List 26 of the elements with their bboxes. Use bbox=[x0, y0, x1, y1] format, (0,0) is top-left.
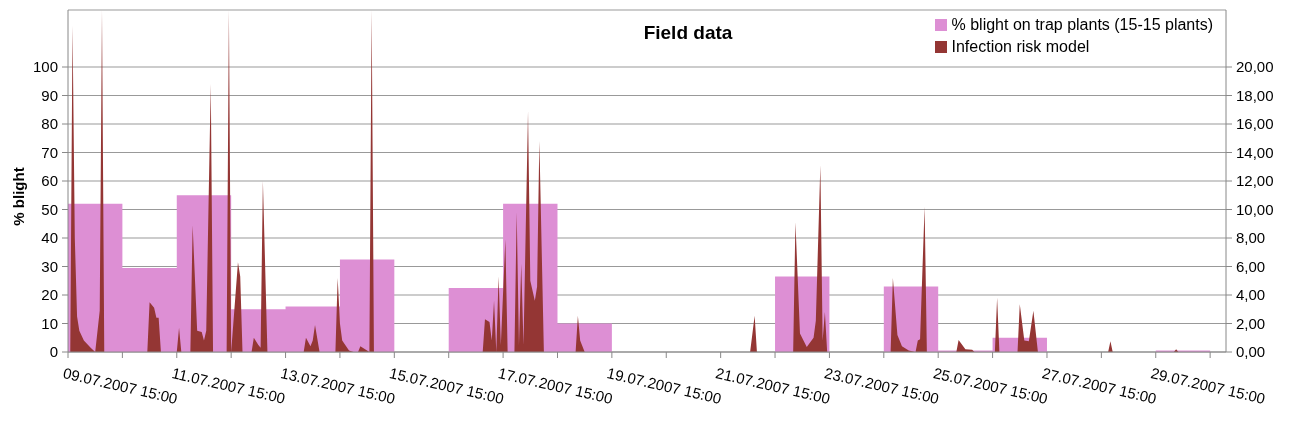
y2-tick-label: 18,00 bbox=[1236, 86, 1274, 104]
y-tick-label: 10 bbox=[41, 314, 58, 332]
y-tick-label: 70 bbox=[41, 143, 58, 161]
y2-tick-label: 16,00 bbox=[1236, 115, 1274, 132]
legend-label: % blight on trap plants (15-15 plants) bbox=[951, 15, 1213, 35]
y2-tick-label: 4,00 bbox=[1236, 286, 1266, 303]
y2-tick-label: 10,00 bbox=[1236, 200, 1274, 218]
y-tick-label: 80 bbox=[41, 115, 58, 132]
y2-tick-label: 2,00 bbox=[1236, 314, 1266, 332]
y2-tick-label: 8,00 bbox=[1236, 229, 1266, 246]
y2-tick-label: 12,00 bbox=[1236, 172, 1274, 189]
y-tick-label: 30 bbox=[41, 257, 58, 275]
y-tick-label: 100 bbox=[32, 58, 58, 75]
legend-label: Infection risk model bbox=[951, 37, 1090, 57]
y-tick-label: 50 bbox=[41, 200, 58, 218]
y-tick-label: 40 bbox=[41, 229, 58, 246]
y2-tick-label: 0,00 bbox=[1236, 343, 1266, 360]
y-axis-title: % blight bbox=[9, 166, 27, 228]
y2-tick-label: 6,00 bbox=[1236, 257, 1266, 275]
y2-tick-label: 14,00 bbox=[1236, 143, 1274, 161]
y-tick-label: 90 bbox=[41, 86, 58, 104]
y-tick-label: 20 bbox=[41, 286, 58, 303]
text: Field data bbox=[642, 22, 734, 44]
y-tick-label: 60 bbox=[41, 172, 58, 189]
y-tick-label: 0 bbox=[49, 343, 58, 360]
y2-tick-label: 20,00 bbox=[1236, 58, 1274, 75]
